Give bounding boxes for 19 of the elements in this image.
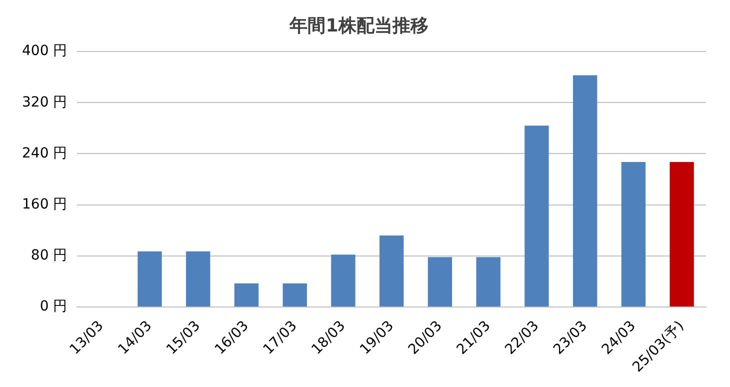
bar [428, 257, 452, 306]
y-tick-label: 400 円 [22, 43, 68, 60]
bar [234, 283, 259, 306]
bar [476, 257, 500, 306]
y-tick-label: 0 円 [40, 298, 68, 315]
bar [186, 251, 210, 306]
bar [379, 235, 404, 306]
bar [524, 126, 549, 306]
bar [572, 75, 598, 306]
chart-title: 年間1株配当推移 [288, 15, 428, 36]
y-tick-label: 160 円 [22, 196, 68, 212]
y-tick-label: 240 円 [22, 145, 68, 162]
bar [621, 162, 646, 306]
bar [331, 254, 356, 306]
bar [670, 162, 694, 306]
bar [138, 251, 162, 306]
y-tick-label: 320 円 [22, 94, 68, 110]
y-tick-label: 80 円 [30, 248, 68, 264]
bar [282, 283, 307, 306]
